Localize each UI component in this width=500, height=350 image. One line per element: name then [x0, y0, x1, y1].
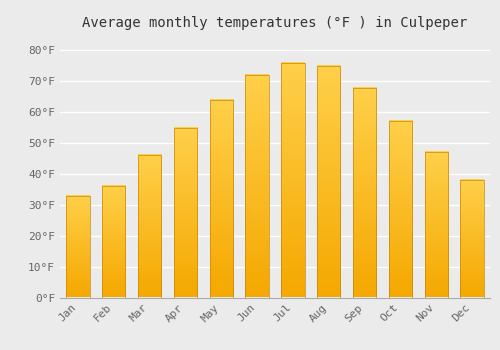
Bar	[317, 66, 340, 297]
Bar	[353, 88, 376, 298]
Bar	[246, 75, 268, 298]
Bar	[138, 155, 161, 298]
Bar	[389, 121, 412, 298]
Bar	[66, 196, 90, 298]
Bar	[102, 186, 126, 298]
Title: Average monthly temperatures (°F ) in Culpeper: Average monthly temperatures (°F ) in Cu…	[82, 16, 468, 30]
Bar	[174, 128, 197, 298]
Bar	[210, 100, 233, 297]
Bar	[282, 63, 304, 298]
Bar	[424, 152, 448, 298]
Bar	[460, 180, 483, 298]
